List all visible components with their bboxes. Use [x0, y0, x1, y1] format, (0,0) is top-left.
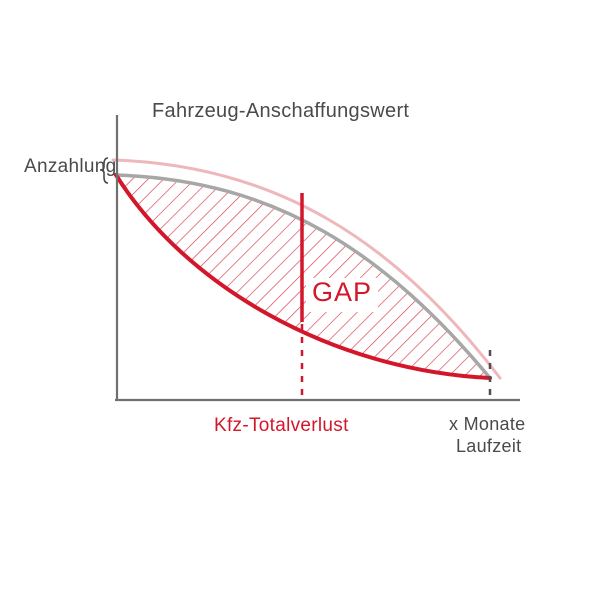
y-axis-label: Anzahlung	[24, 156, 117, 178]
gap-chart: { "chart": { "type": "line-area", "title…	[0, 0, 600, 600]
x-end-label-1: x Monate	[449, 414, 525, 435]
chart-svg	[0, 0, 600, 600]
gap-label: GAP	[312, 277, 372, 308]
chart-title: Fahrzeug-Anschaffungswert	[152, 100, 409, 123]
event-label: Kfz-Totalverlust	[214, 415, 349, 437]
x-end-label-2: Laufzeit	[456, 436, 521, 457]
